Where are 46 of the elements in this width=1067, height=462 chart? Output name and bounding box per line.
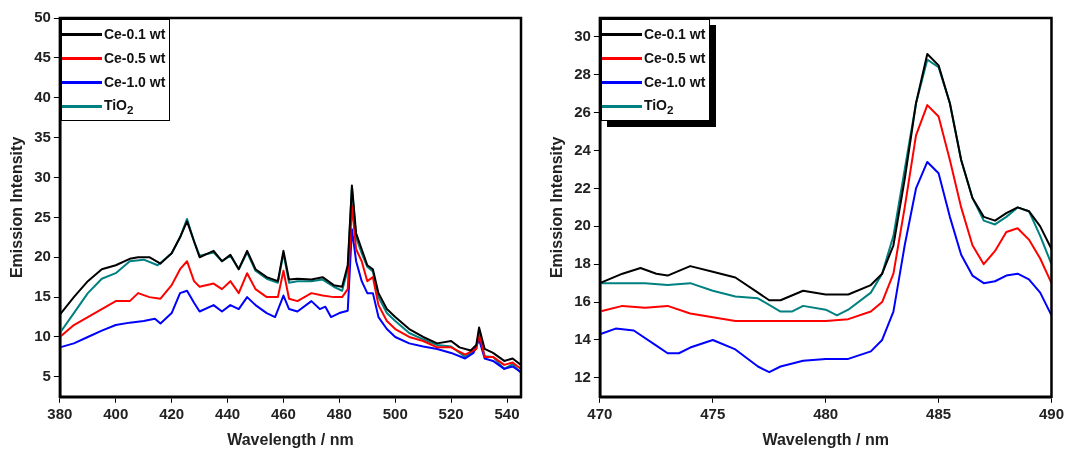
legend-label: TiO$_{2}$ bbox=[103, 96, 134, 116]
legend-label: Ce-0.5 wt bbox=[103, 50, 166, 66]
y-tick-label: 50 bbox=[34, 8, 51, 26]
x-tick-label: 380 bbox=[47, 404, 73, 422]
y-tick-label: 28 bbox=[574, 64, 591, 82]
legend-label: Ce-0.1 wt bbox=[643, 26, 706, 42]
y-tick-label: 35 bbox=[34, 127, 51, 145]
legend-label: Ce-1.0 wt bbox=[103, 74, 166, 90]
x-tick-label: 480 bbox=[326, 404, 352, 422]
x-tick-label: 490 bbox=[1038, 404, 1064, 422]
x-tick-label: 485 bbox=[926, 404, 952, 422]
y-tick-label: 14 bbox=[574, 330, 592, 348]
y-tick-label: 12 bbox=[574, 368, 591, 385]
y-tick-label: 15 bbox=[34, 287, 51, 305]
x-tick-label: 400 bbox=[103, 404, 129, 422]
x-tick-label: 440 bbox=[215, 404, 241, 422]
x-tick-label: 460 bbox=[270, 404, 296, 422]
x-tick-label: 500 bbox=[382, 404, 408, 422]
y-tick-label: 30 bbox=[574, 27, 591, 45]
y-axis-title: Emission Intensity bbox=[548, 136, 566, 279]
y-tick-label: 16 bbox=[574, 292, 591, 310]
y-tick-label: 18 bbox=[574, 254, 591, 272]
x-tick-label: 420 bbox=[159, 404, 185, 422]
y-tick-label: 25 bbox=[34, 207, 51, 225]
legend-label: TiO$_{2}$ bbox=[643, 96, 674, 116]
legend-label: Ce-1.0 wt bbox=[643, 74, 706, 90]
y-tick-label: 40 bbox=[34, 87, 51, 105]
x-tick-label: 520 bbox=[438, 404, 464, 422]
x-tick-label: 480 bbox=[813, 404, 839, 422]
x-tick-label: 475 bbox=[700, 404, 726, 422]
x-tick-label: 470 bbox=[587, 404, 613, 422]
legend-label: Ce-0.1 wt bbox=[103, 26, 166, 42]
y-tick-label: 45 bbox=[34, 48, 51, 66]
y-tick-label: 10 bbox=[34, 327, 51, 345]
y-tick-label: 20 bbox=[574, 216, 591, 234]
x-axis-title: Wavelength / nm bbox=[227, 430, 354, 448]
y-tick-label: 24 bbox=[574, 140, 592, 158]
y-tick-label: 30 bbox=[34, 167, 51, 185]
y-axis-title: Emission Intensity bbox=[8, 136, 26, 279]
y-tick-label: 22 bbox=[574, 178, 591, 196]
x-tick-label: 540 bbox=[494, 404, 520, 422]
y-tick-label: 20 bbox=[34, 247, 51, 265]
legend-label: Ce-0.5 wt bbox=[643, 50, 706, 66]
y-tick-label: 5 bbox=[42, 367, 51, 384]
y-tick-label: 26 bbox=[574, 102, 591, 120]
x-axis-title: Wavelength / nm bbox=[762, 430, 889, 448]
